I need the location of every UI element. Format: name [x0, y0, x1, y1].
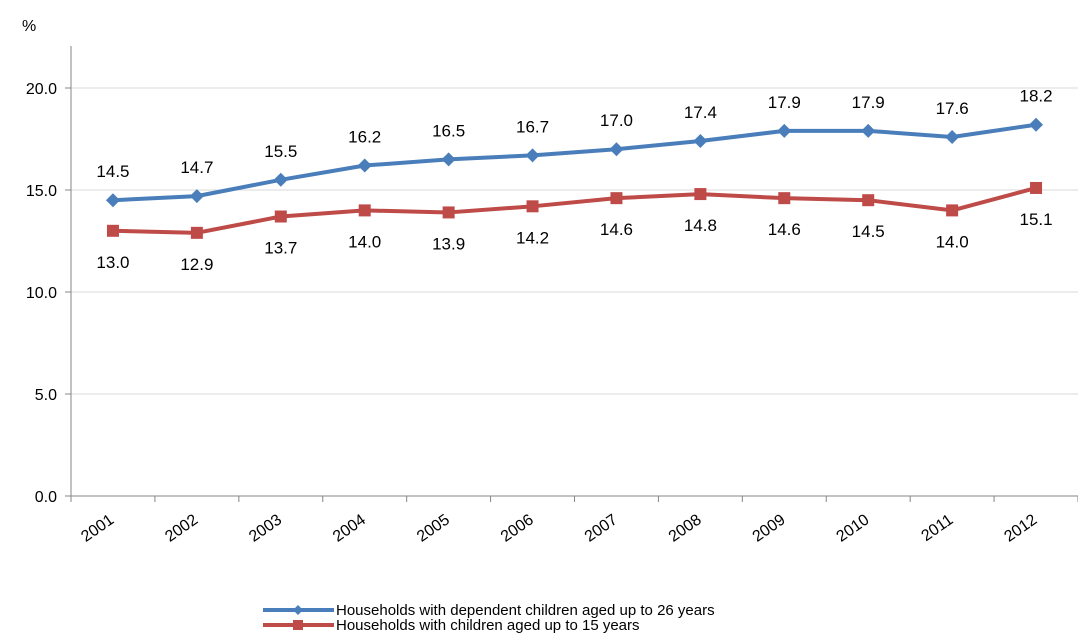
x-tick-label: 2012 [1001, 511, 1040, 545]
data-point-marker [357, 158, 372, 173]
x-tick-label: 2007 [582, 511, 621, 545]
data-label: 17.9 [852, 93, 885, 112]
data-point-marker [1030, 181, 1043, 194]
data-point-marker [189, 189, 204, 204]
legend-swatch-marker [293, 620, 303, 630]
data-label: 14.0 [348, 232, 381, 251]
data-labels: 14.5 14.7 15.5 16.2 16.5 16.7 17.0 17.4 17.9 17.9… [96, 87, 1052, 274]
data-point-marker [610, 192, 623, 205]
legend-label: Households with dependent children aged … [336, 602, 715, 619]
axes [65, 46, 1078, 502]
data-point-marker [442, 206, 455, 219]
y-axis-ticks: 0.0 5.0 10.0 15.0 20.0 [26, 81, 57, 506]
x-tick-label: 2002 [162, 511, 201, 545]
data-label: 15.1 [1019, 210, 1052, 229]
data-label: 14.0 [936, 232, 969, 251]
data-point-marker [358, 204, 371, 217]
data-point-marker [693, 134, 708, 149]
legend-swatch-marker [293, 605, 303, 615]
data-label: 12.9 [180, 255, 213, 274]
data-label: 14.6 [768, 220, 801, 239]
data-point-marker [777, 123, 792, 138]
data-label: 18.2 [1019, 87, 1052, 106]
data-label: 14.5 [852, 222, 885, 241]
data-point-marker [106, 224, 119, 237]
data-label: 14.6 [600, 220, 633, 239]
data-point-marker [945, 129, 960, 144]
y-tick-label: 20.0 [26, 81, 57, 98]
y-tick-label: 15.0 [26, 183, 57, 200]
data-label: 17.9 [768, 93, 801, 112]
gridlines [71, 87, 1078, 395]
x-tick-label: 2001 [78, 511, 117, 545]
y-tick-label: 0.0 [35, 489, 57, 506]
data-point-marker [190, 226, 203, 239]
data-point-marker [1029, 117, 1044, 132]
x-tick-label: 2009 [750, 511, 789, 545]
x-tick-label: 2008 [666, 511, 705, 545]
y-axis-unit-label: % [22, 18, 36, 35]
x-tick-label: 2005 [414, 511, 453, 545]
data-point-marker [273, 172, 288, 187]
data-point-marker [525, 148, 540, 163]
x-axis-ticks: 2001 2002 2003 2004 2005 2006 2007 2008 2009 2010… [78, 511, 1040, 545]
x-tick-label: 2011 [918, 511, 956, 545]
data-label: 13.0 [96, 253, 129, 272]
data-label: 16.5 [432, 121, 465, 140]
data-point-marker [946, 204, 959, 217]
data-label: 17.0 [600, 111, 633, 130]
data-label: 16.2 [348, 128, 381, 147]
data-point-marker [862, 194, 875, 207]
data-point-marker [274, 210, 287, 223]
legend: Households with dependent children aged … [263, 602, 715, 634]
x-tick-label: 2006 [498, 511, 537, 545]
data-point-marker [778, 192, 791, 205]
data-point-marker [609, 142, 624, 157]
y-tick-label: 10.0 [26, 285, 57, 302]
data-label: 13.9 [432, 234, 465, 253]
data-label: 17.6 [936, 99, 969, 118]
data-label: 13.7 [264, 239, 297, 258]
data-point-marker [861, 123, 876, 138]
series-line [112, 186, 1037, 235]
data-point-marker [526, 200, 539, 213]
series-line [112, 122, 1037, 203]
data-label: 14.2 [516, 228, 549, 247]
y-tick-label: 5.0 [35, 387, 57, 404]
data-label: 14.5 [96, 162, 129, 181]
x-tick-label: 2003 [246, 511, 285, 545]
data-point-marker [441, 152, 456, 167]
data-label: 16.7 [516, 117, 549, 136]
series-group [105, 117, 1044, 239]
x-tick-label: 2004 [330, 511, 369, 545]
data-label: 14.7 [180, 158, 213, 177]
data-point-marker [105, 193, 120, 208]
data-point-marker [694, 188, 707, 201]
data-label: 14.8 [684, 216, 717, 235]
x-tick-label: 2010 [834, 511, 873, 545]
data-label: 17.4 [684, 103, 717, 122]
data-label: 15.5 [264, 142, 297, 161]
legend-label: Households with children aged up to 15 y… [336, 617, 640, 634]
